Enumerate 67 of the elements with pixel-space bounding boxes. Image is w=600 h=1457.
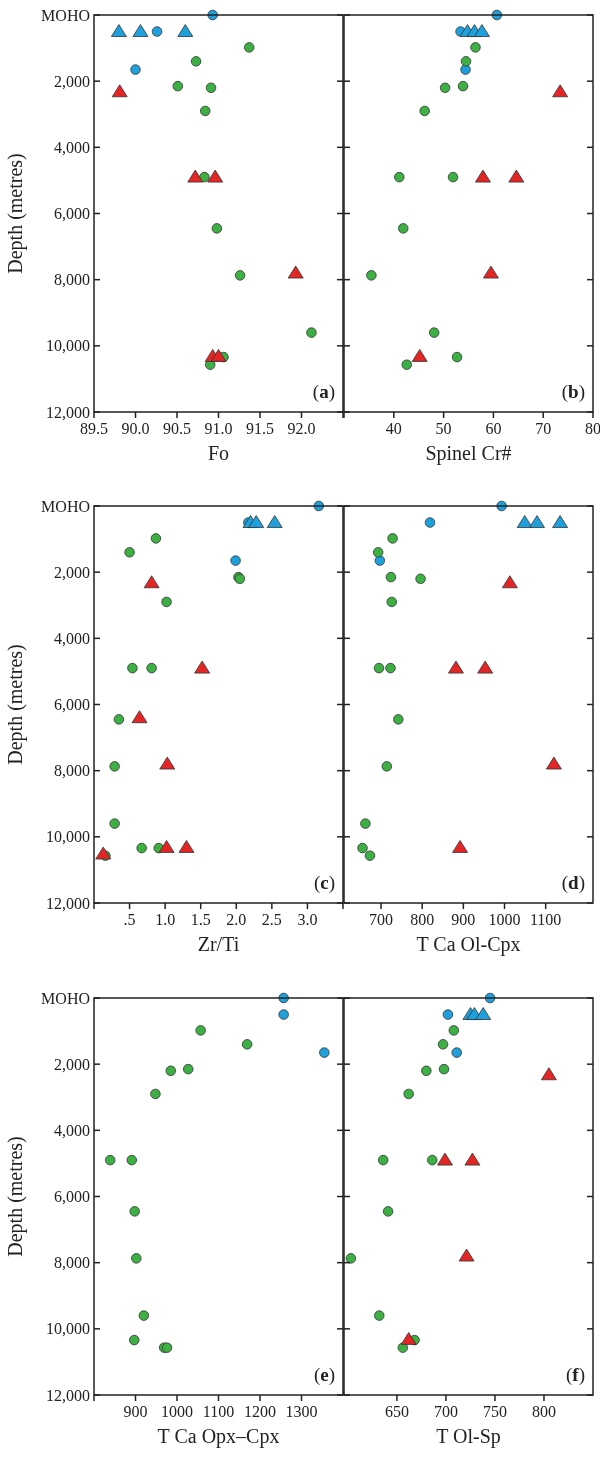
x-axis-title: T Ca Opx–Cpx bbox=[157, 1425, 280, 1448]
x-tick-label: 1000 bbox=[488, 911, 521, 928]
x-tick-label: 750 bbox=[482, 1403, 507, 1420]
x-tick-label: 1100 bbox=[529, 911, 562, 928]
y-tick-label: 2,000 bbox=[54, 72, 90, 90]
y-tick-label: 2,000 bbox=[54, 1055, 90, 1073]
annotation: (d) bbox=[561, 872, 585, 894]
y-axis-title: Depth (metres) bbox=[4, 644, 27, 765]
y-tick-label: 12,000 bbox=[46, 894, 90, 912]
y-tick-label: 4,000 bbox=[54, 1121, 90, 1139]
y-tick-label: 4,000 bbox=[54, 138, 90, 156]
x-tick-label: 2.5 bbox=[261, 911, 282, 928]
y-axis-title: Depth (metres) bbox=[4, 1136, 27, 1257]
x-tick-label: 700 bbox=[369, 911, 394, 928]
x-tick-label: 650 bbox=[384, 1403, 409, 1420]
y-tick-label: MOHO bbox=[41, 6, 90, 24]
y-tick-label: 10,000 bbox=[46, 828, 90, 846]
y-tick-label: 2,000 bbox=[54, 563, 90, 581]
x-tick-label: 89.5 bbox=[80, 420, 108, 437]
y-tick-label: 6,000 bbox=[54, 1188, 90, 1206]
x-tick-label: 90.5 bbox=[163, 420, 191, 437]
y-tick-label: 8,000 bbox=[54, 1254, 90, 1272]
y-tick-label: 12,000 bbox=[46, 1386, 90, 1404]
annotation: (f) bbox=[566, 1364, 585, 1386]
x-tick-label: 91.5 bbox=[246, 420, 274, 437]
x-tick-label: 800 bbox=[531, 1403, 556, 1420]
annotation: (c) bbox=[313, 872, 335, 894]
x-axis-title: Fo bbox=[207, 442, 230, 464]
x-tick-label: 1.5 bbox=[190, 911, 211, 928]
y-axis-title: Depth (metres) bbox=[4, 153, 27, 274]
y-tick-label: MOHO bbox=[41, 497, 90, 515]
x-tick-label: .5 bbox=[123, 911, 136, 928]
y-tick-label: 10,000 bbox=[46, 1320, 90, 1338]
x-tick-label: 70 bbox=[535, 420, 552, 437]
x-tick-label: 50 bbox=[435, 420, 452, 437]
annotation: (b) bbox=[561, 381, 585, 403]
x-tick-label: 90.0 bbox=[121, 420, 150, 437]
x-axis-title: Zr/Ti bbox=[197, 933, 240, 955]
y-tick-label: 6,000 bbox=[54, 205, 90, 223]
x-tick-label: 1100 bbox=[202, 1403, 235, 1420]
x-tick-label: 2.0 bbox=[226, 911, 247, 928]
x-axis-title: T Ca Ol-Cpx bbox=[416, 933, 521, 956]
x-tick-label: 40 bbox=[385, 420, 402, 437]
x-tick-label: 1200 bbox=[244, 1403, 276, 1420]
x-axis-title: T Ol-Sp bbox=[436, 1425, 501, 1448]
y-tick-label: 12,000 bbox=[46, 403, 90, 421]
y-tick-label: 6,000 bbox=[54, 696, 90, 714]
x-tick-label: 900 bbox=[123, 1403, 148, 1420]
x-tick-label: 92.0 bbox=[287, 420, 316, 437]
annotation: (e) bbox=[313, 1364, 335, 1386]
x-tick-label: 800 bbox=[410, 911, 435, 928]
x-axis-title: Spinel Cr# bbox=[425, 442, 512, 465]
x-tick-label: 3.0 bbox=[297, 911, 318, 928]
x-tick-label: 60 bbox=[485, 420, 502, 437]
y-tick-label: 10,000 bbox=[46, 337, 90, 355]
x-tick-label: 80 bbox=[585, 420, 600, 437]
y-tick-label: MOHO bbox=[41, 989, 90, 1007]
y-tick-label: 8,000 bbox=[54, 762, 90, 780]
y-tick-label: 8,000 bbox=[54, 271, 90, 289]
x-tick-label: 1000 bbox=[161, 1403, 193, 1420]
x-tick-label: 1.0 bbox=[155, 911, 176, 928]
annotation: (a) bbox=[312, 381, 335, 403]
x-tick-label: 700 bbox=[433, 1403, 458, 1420]
x-tick-label: 1300 bbox=[285, 1403, 318, 1420]
y-tick-label: 4,000 bbox=[54, 629, 90, 647]
x-tick-label: 900 bbox=[451, 911, 476, 928]
x-tick-label: 91.0 bbox=[204, 420, 233, 437]
